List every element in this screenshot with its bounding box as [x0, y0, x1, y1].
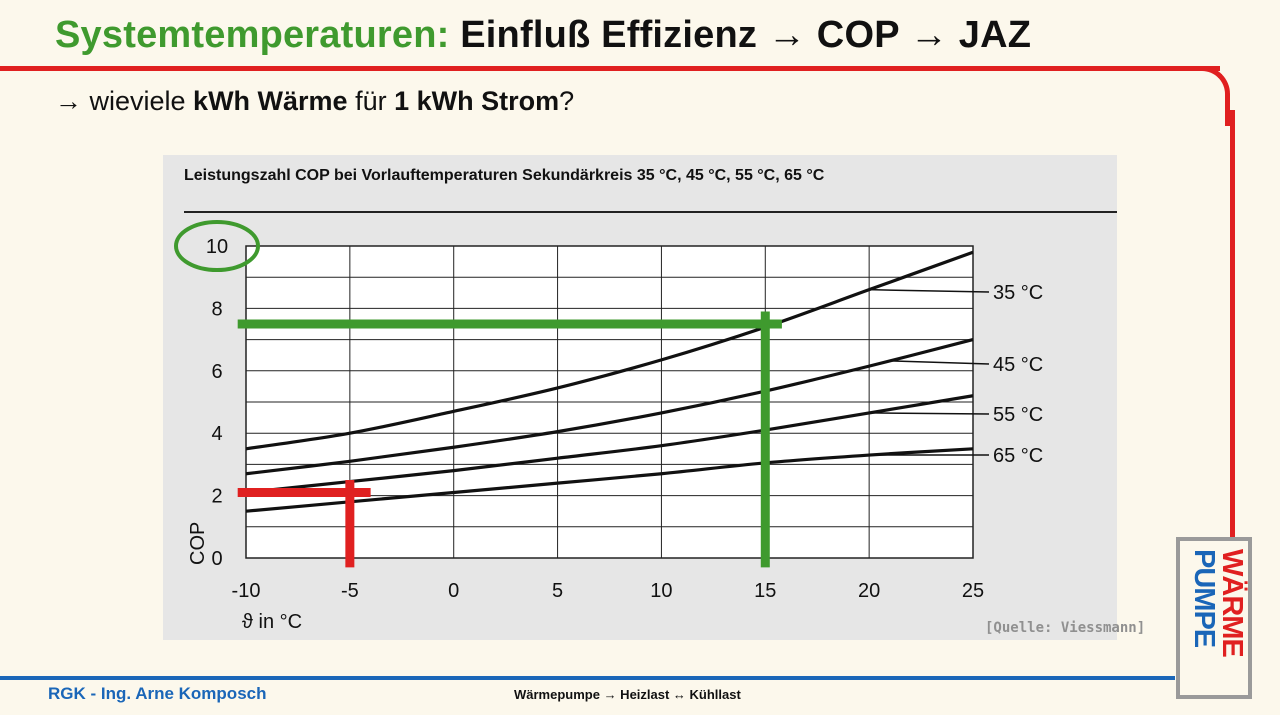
- cop-chart-panel: Leistungszahl COP bei Vorlauftemperature…: [163, 155, 1117, 640]
- x-tick-label: -10: [232, 580, 261, 602]
- cop-chart: Leistungszahl COP bei Vorlauftemperature…: [174, 167, 1117, 633]
- subtitle-suffix: ?: [559, 86, 575, 116]
- red-frame-corner: [1180, 66, 1230, 126]
- y-tick-label: 8: [211, 298, 222, 320]
- footer-author: RGK - Ing. Arne Komposch: [48, 684, 267, 703]
- series-label: 45 °C: [993, 354, 1043, 376]
- y-tick-label: 4: [211, 423, 222, 445]
- x-tick-label: 10: [650, 580, 672, 602]
- series-label: 55 °C: [993, 404, 1043, 426]
- series-leader: [869, 412, 990, 415]
- subtitle-kwh-heat: kWh Wärme: [193, 86, 348, 116]
- subtitle-prefix: → wieviele: [55, 86, 194, 116]
- slide-title-rest: Einfluß Effizienz → COP → JAZ: [449, 14, 1032, 56]
- series-label: 35 °C: [993, 282, 1043, 304]
- y-tick-label: 10: [206, 236, 228, 258]
- slide-subtitle: → wieviele kWh Wärme für 1 kWh Strom?: [55, 86, 574, 117]
- series-line: [245, 447, 974, 513]
- waermepumpe-logo: WÄRME PUMPE: [1176, 537, 1252, 699]
- y-tick-label: 6: [211, 361, 222, 383]
- x-tick-label: 25: [962, 580, 984, 602]
- series-line: [245, 394, 974, 495]
- series-leader: [869, 288, 990, 293]
- green-circle-highlight: [174, 220, 260, 272]
- x-tick-label: 0: [448, 580, 459, 602]
- series-leader: [889, 360, 990, 365]
- y-tick-label: 0: [211, 548, 222, 570]
- footer-topic: Wärmepumpe → Heizlast ↔ Kühllast: [514, 687, 741, 702]
- x-tick-label: -5: [341, 580, 359, 602]
- slide-title-highlight: Systemtemperaturen:: [55, 14, 450, 56]
- x-tick-label: 20: [858, 580, 880, 602]
- logo-line-waerme: WÄRME: [1216, 549, 1248, 657]
- logo-line-pumpe: PUMPE: [1188, 549, 1220, 648]
- y-axis-label: COP: [187, 522, 209, 565]
- x-tick-label: 15: [754, 580, 776, 602]
- x-tick-label: 5: [552, 580, 563, 602]
- x-axis-label: ϑ in °C: [242, 611, 302, 633]
- plot-border: [245, 245, 974, 559]
- y-tick-label: 2: [211, 486, 222, 508]
- slide-title: Systemtemperaturen: Einfluß Effizienz → …: [55, 14, 1031, 57]
- subtitle-mid: für: [347, 86, 395, 116]
- top-red-line: [0, 66, 1220, 71]
- chart-title: Leistungszahl COP bei Vorlauftemperature…: [184, 167, 825, 184]
- right-red-line: [1230, 110, 1235, 540]
- series-label: 65 °C: [993, 445, 1043, 467]
- series-line: [245, 250, 974, 451]
- series-line: [245, 338, 974, 476]
- source-note: [Quelle: Viessmann]: [985, 620, 1146, 636]
- bottom-blue-line: [0, 676, 1175, 680]
- subtitle-kwh-power: 1 kWh Strom: [394, 86, 560, 116]
